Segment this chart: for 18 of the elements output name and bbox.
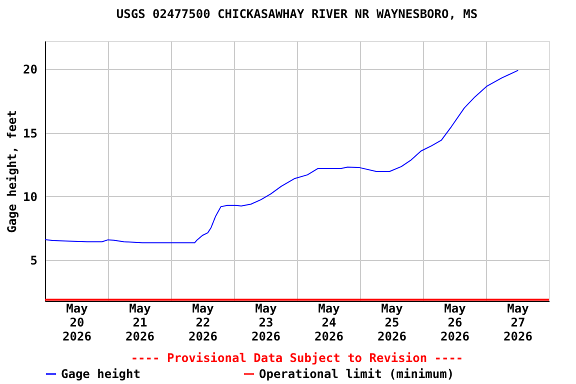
y-tick-label: 15 bbox=[23, 126, 38, 140]
text: ---- Provisional Data Subject to Revision ---- bbox=[130, 351, 464, 365]
y-tick-label: 5 bbox=[30, 254, 38, 268]
x-tick-label: May 26 2026 bbox=[440, 302, 470, 344]
y-tick-label: 10 bbox=[23, 190, 38, 204]
x-tick-label: May 20 2026 bbox=[62, 302, 92, 344]
x-tick-label: May 25 2026 bbox=[378, 302, 406, 344]
x-tick-label: May 27 2026 bbox=[504, 302, 532, 344]
x-tick-label: May 23 2026 bbox=[252, 302, 280, 344]
legend-label: Operational limit (minimum) bbox=[259, 367, 454, 381]
y-tick-label: 20 bbox=[23, 62, 38, 77]
legend-label: Gage height bbox=[61, 367, 140, 381]
x-tick-label: May 21 2026 bbox=[126, 302, 154, 344]
chart-title: USGS 02477500 CHICKASAWHAY RIVER NR WAYNESBORO, MS bbox=[116, 7, 478, 21]
line-series bbox=[44, 70, 519, 244]
x-tick-label: May 24 2026 bbox=[314, 302, 344, 344]
x-tick-label: May 22 2026 bbox=[188, 302, 218, 344]
y-axis-title: Gage height, feet bbox=[5, 110, 20, 233]
